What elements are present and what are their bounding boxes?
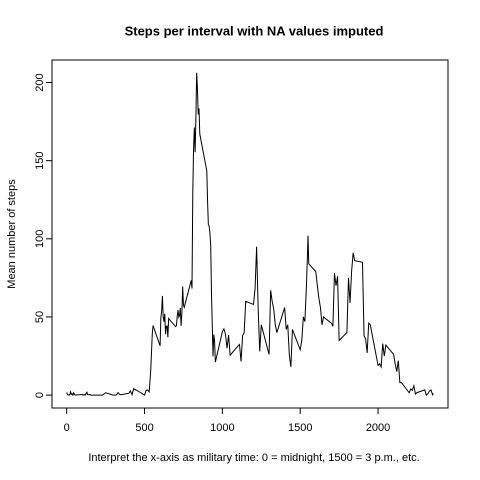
- y-tick-label: 100: [34, 230, 46, 248]
- y-tick-label: 150: [34, 151, 46, 169]
- data-line: [66, 72, 434, 397]
- y-tick-label: 200: [34, 73, 46, 91]
- x-tick-label: 500: [135, 422, 153, 434]
- x-tick-label: 1500: [288, 422, 312, 434]
- x-tick-label: 0: [64, 422, 70, 434]
- y-tick-label: 0: [34, 392, 46, 398]
- plot-box: [51, 59, 449, 409]
- chart-title: Steps per interval with NA values impute…: [125, 23, 384, 38]
- y-tick-label: 50: [34, 311, 46, 323]
- x-tick-label: 1000: [210, 422, 234, 434]
- y-axis-label: Mean number of steps: [6, 179, 18, 289]
- x-tick-label: 2000: [366, 422, 390, 434]
- x-axis-label: Interpret the x-axis as military time: 0…: [88, 452, 419, 464]
